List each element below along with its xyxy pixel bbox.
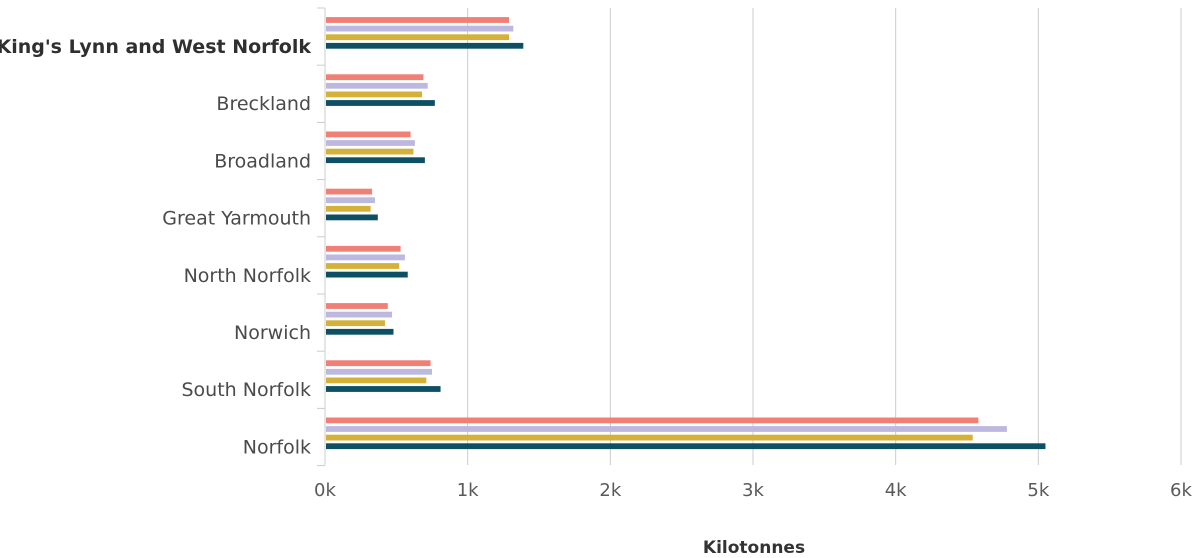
bar <box>326 271 408 278</box>
category-label: Breckland <box>216 93 311 115</box>
bar <box>326 214 378 221</box>
bar <box>326 328 394 335</box>
bar <box>326 263 400 269</box>
bar <box>326 205 371 212</box>
bar <box>326 254 405 261</box>
bar <box>326 417 979 424</box>
bar <box>326 360 431 367</box>
bar-layer <box>326 17 1046 450</box>
bar <box>326 74 424 81</box>
x-tick-label: 0k <box>314 480 336 501</box>
bar <box>326 34 510 41</box>
bar <box>326 17 510 23</box>
bar <box>326 426 1007 432</box>
x-tick-label: 2k <box>599 480 621 501</box>
bar <box>326 188 373 195</box>
bar <box>326 91 423 98</box>
bar <box>326 443 1046 450</box>
bar <box>326 368 432 375</box>
bar <box>326 148 414 155</box>
bar <box>326 100 435 106</box>
x-tick-label: 5k <box>1027 480 1049 501</box>
bar <box>326 82 428 89</box>
x-tick-label: 6k <box>1170 480 1192 501</box>
bar <box>326 377 427 384</box>
bar <box>326 197 375 204</box>
bar <box>326 311 393 318</box>
category-label: Great Yarmouth <box>162 208 311 230</box>
x-tick-label: 1k <box>457 480 479 501</box>
axis-layer <box>317 7 326 467</box>
x-tick-label: 4k <box>885 480 907 501</box>
category-label: Broadland <box>214 150 311 172</box>
bar <box>326 131 411 138</box>
bar <box>326 157 425 164</box>
label-layer: 0k 1k 2k 3k 4k 5k 6k King's Lynn and West Norfo… <box>0 36 1193 501</box>
bar <box>326 320 385 327</box>
grid-layer <box>467 8 1182 465</box>
category-label: North Norfolk <box>184 265 311 287</box>
bar <box>326 303 388 309</box>
x-axis-title: Kilotonnes <box>703 538 805 558</box>
category-label: Norwich <box>234 322 311 344</box>
category-label: Norfolk <box>243 436 311 458</box>
category-label: South Norfolk <box>181 379 311 401</box>
bar <box>326 386 441 392</box>
bar <box>326 140 415 146</box>
bar <box>326 245 401 252</box>
x-tick-label: 3k <box>742 480 764 501</box>
bar <box>326 25 514 32</box>
bar <box>326 42 524 49</box>
category-label: King's Lynn and West Norfolk <box>0 36 311 58</box>
bar <box>326 434 973 441</box>
